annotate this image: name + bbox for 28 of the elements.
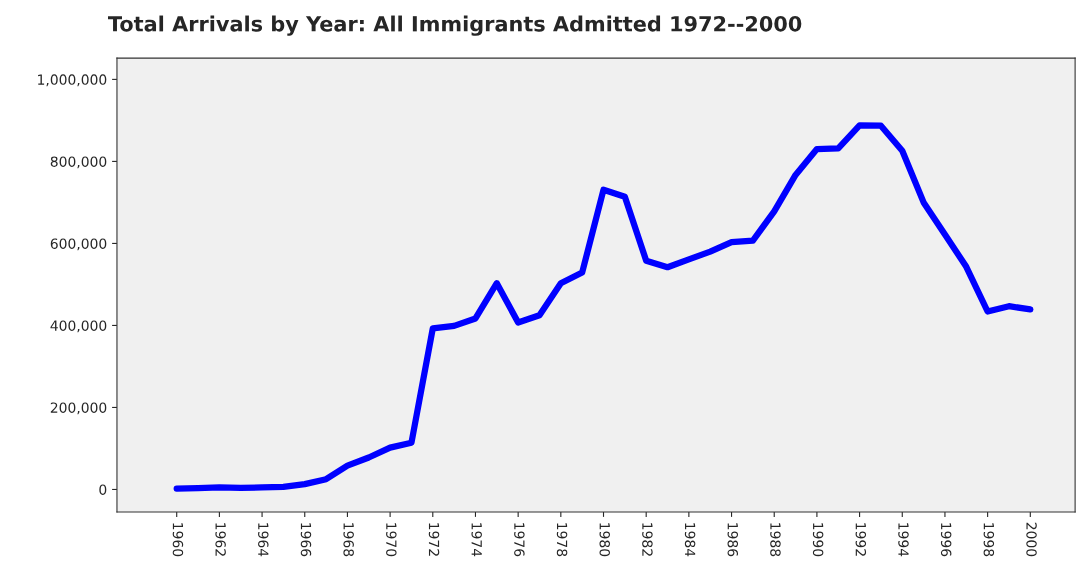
x-tick-label: 1994 xyxy=(898,523,909,557)
y-tick-label: 400,000 xyxy=(50,320,107,333)
x-tick-label: 1970 xyxy=(386,523,397,557)
x-tick-label: 1996 xyxy=(940,523,952,557)
x-tick-label: 1992 xyxy=(855,523,867,556)
x-tick-label: 1990 xyxy=(812,523,824,557)
y-tick-label: 0 xyxy=(99,484,107,495)
x-tick-label: 1972 xyxy=(428,523,440,556)
x-tick-label: 2000 xyxy=(1026,522,1037,557)
x-tick-label: 1984 xyxy=(684,523,696,557)
x-tick-label: 1976 xyxy=(514,523,525,557)
x-tick-label: 1986 xyxy=(727,523,739,557)
x-tick-label: 1988 xyxy=(770,523,781,557)
y-tick-label: 600,000 xyxy=(50,238,107,251)
x-tick-label: 1980 xyxy=(599,523,610,557)
x-tick-label: 1964 xyxy=(258,523,269,557)
x-tick-label: 1974 xyxy=(471,523,482,557)
x-tick-label: 1968 xyxy=(343,523,354,557)
y-tick-label: 800,000 xyxy=(50,156,107,169)
y-tick-label: 1,000,000 xyxy=(38,74,107,87)
x-tick-label: 1998 xyxy=(983,523,995,557)
x-tick-label: 1966 xyxy=(300,523,312,557)
chart-title: Total Arrivals by Year: All Immigrants Admitted 1972--2000 xyxy=(108,15,802,36)
x-tick-label: 1962 xyxy=(215,523,226,556)
x-tick-label: 1982 xyxy=(642,523,653,556)
x-tick-label: 1960 xyxy=(172,523,184,557)
x-tick-label: 1978 xyxy=(556,523,568,557)
y-tick-label: 200,000 xyxy=(50,402,107,415)
